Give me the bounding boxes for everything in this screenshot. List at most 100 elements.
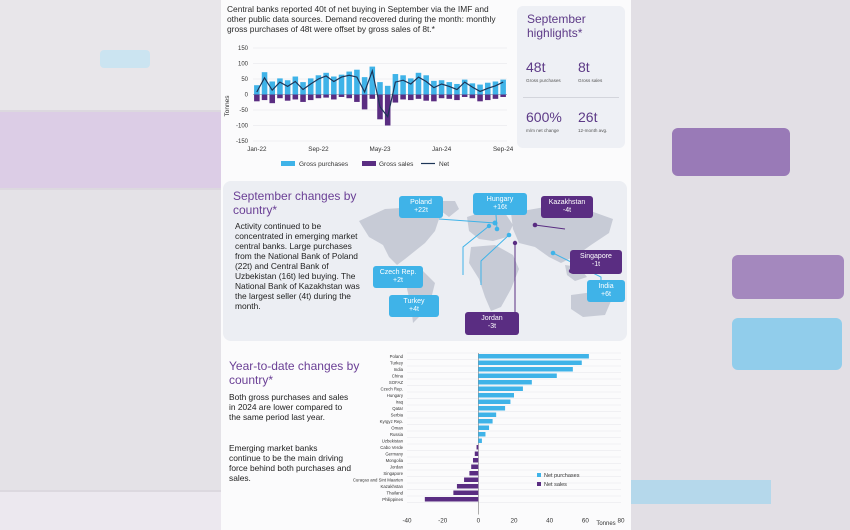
label-turkey-value: +4t (409, 306, 419, 313)
stat-caption-gross-purchases: Gross purchases (526, 78, 561, 83)
gross-sale-bar (500, 94, 506, 97)
ytd-bar (478, 399, 511, 404)
ytd-bar (478, 386, 523, 391)
label-india-country: India (598, 283, 614, 290)
label-kazakhstan: Kazakhstan -4t (541, 196, 593, 218)
ytd-country-label: Kyrgyz Rep. (380, 419, 403, 424)
gross-purchase-bar (415, 72, 422, 95)
gross-purchase-bar (269, 81, 276, 95)
gross-sale-bar (277, 94, 283, 99)
ytd-x-tick-label: 40 (546, 518, 554, 525)
north-america-shape (359, 207, 441, 265)
gross-sale-bar (477, 94, 483, 102)
label-singapore: Singapore -1t (570, 250, 622, 274)
stat-value-mm-change: 600% (526, 109, 562, 125)
gross-sale-bar (369, 94, 376, 99)
ytd-country-label: Singapore (383, 471, 403, 476)
ytd-bar (478, 412, 497, 417)
monthly-x-tick-label: May-23 (370, 146, 391, 153)
gross-sale-bar (408, 94, 414, 101)
ytd-x-tick-label: 60 (582, 518, 590, 525)
label-hungary: Hungary +16t (473, 193, 527, 215)
ytd-x-tick-label: 0 (477, 518, 481, 525)
label-czech-rep: Czech Rep. +2t (373, 266, 423, 288)
gross-purchase-bar (423, 75, 429, 95)
gross-purchase-bar (277, 78, 283, 95)
stat-caption-12m-avg: 12-month avg. (578, 128, 608, 133)
intro-text: Central banks reported 40t of net buying… (227, 4, 496, 34)
gross-sale-bar (492, 94, 499, 99)
country-section-body: Activity continued to be concentrated in… (235, 221, 360, 311)
africa-shape (469, 245, 519, 311)
gross-sale-bar (300, 94, 306, 102)
ytd-bar (471, 464, 479, 469)
ytd-bar (472, 458, 479, 463)
ytd-country-label: Jordan (390, 464, 404, 469)
gross-purchase-bar (261, 72, 268, 95)
ytd-x-tick-label: -20 (438, 518, 448, 525)
monthly-y-tick-label: 50 (241, 77, 248, 83)
monthly-bars (254, 66, 506, 126)
gross-purchase-bar (346, 71, 352, 95)
gross-purchase-bar (461, 79, 468, 95)
label-jordan-value: -3t (487, 323, 497, 330)
stat-value-gross-sales: 8t (578, 59, 590, 75)
monthly-y-tick-label: -50 (239, 108, 248, 114)
gross-sale-bar (292, 94, 299, 100)
ytd-x-tick-label: 20 (510, 518, 518, 525)
ytd-x-ticks: -40 -20 0 20 40 60 80 (402, 518, 625, 525)
connector-poland (438, 218, 496, 224)
ytd-country-label: Qatar (392, 406, 403, 411)
monthly-y-tick-label: -100 (236, 124, 249, 130)
ytd-country-label: Germany (385, 451, 404, 456)
gross-purchase-bar (254, 85, 260, 95)
ytd-bar (478, 425, 490, 430)
connector-kazakhstan (534, 224, 566, 230)
gross-purchase-bar (400, 75, 406, 95)
gross-purchase-bar (477, 84, 483, 95)
ytd-bar (474, 451, 479, 456)
monthly-y-tick-label: 0 (245, 93, 249, 99)
connector-turkey (480, 234, 510, 285)
monthly-y-tick-label: -150 (236, 139, 249, 145)
gross-sale-bar (354, 94, 360, 102)
ytd-bar (478, 419, 493, 424)
gross-sale-bar (261, 94, 268, 101)
label-india: India +6t (587, 280, 625, 302)
highlights-title: September highlights* (527, 12, 586, 40)
label-poland-country: Poland (410, 199, 432, 206)
legend-swatch-gross-sales (362, 161, 376, 166)
ytd-bars (424, 354, 589, 502)
ytd-bar (478, 373, 557, 378)
label-jordan-country: Jordan (481, 315, 503, 322)
label-kazakhstan-country: Kazakhstan (548, 199, 586, 206)
ytd-bar (469, 471, 479, 476)
ytd-bar (453, 490, 479, 495)
gross-purchase-bar (307, 78, 314, 95)
gross-purchase-bar (500, 79, 506, 95)
gross-purchase-bar (284, 80, 291, 95)
ytd-country-label: Serbia (391, 412, 404, 417)
label-singapore-country: Singapore (580, 253, 612, 260)
label-jordan: Jordan -3t (465, 312, 519, 335)
label-czech-rep-value: +2t (393, 277, 403, 284)
monthly-x-tick-label: Sep-24 (493, 146, 513, 153)
stat-caption-mm-change: m/m net change (526, 128, 559, 133)
ytd-bar (456, 484, 479, 489)
ytd-bar (478, 393, 514, 398)
gross-purchase-bar (323, 72, 329, 95)
label-turkey: Turkey +4t (389, 295, 439, 317)
legend-swatch-gross-purchases (281, 161, 295, 166)
gross-purchase-bar (300, 82, 306, 95)
stat-caption-gross-sales: Gross sales (578, 78, 603, 83)
gross-sale-bar (438, 94, 445, 99)
ytd-bar (478, 360, 582, 365)
gross-sale-bar (307, 94, 314, 101)
ytd-country-label: China (392, 373, 404, 378)
label-hungary-country: Hungary (486, 196, 514, 203)
gross-purchase-bar (492, 81, 499, 95)
ytd-country-label: Curaçao and Sint Maarten (353, 477, 404, 482)
ytd-bar (464, 477, 479, 482)
ytd-bar (424, 497, 479, 502)
